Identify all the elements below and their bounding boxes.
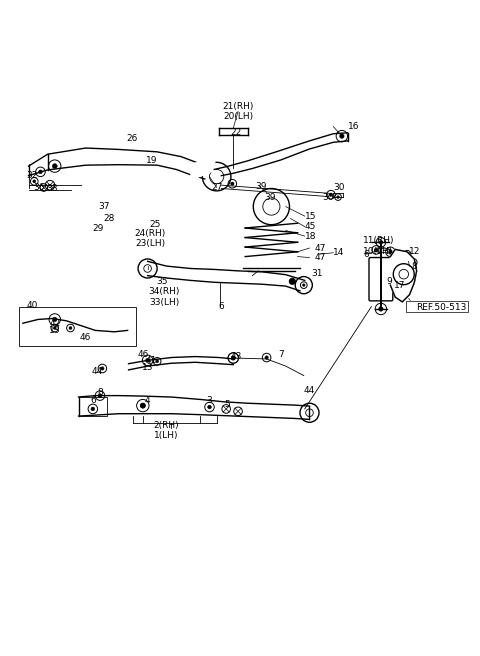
Text: 21(RH)
20(LH): 21(RH) 20(LH) (222, 102, 254, 121)
Circle shape (339, 134, 344, 138)
Circle shape (289, 279, 295, 284)
Circle shape (142, 405, 144, 407)
Text: 34(RH)
33(LH): 34(RH) 33(LH) (149, 287, 180, 307)
Text: 18: 18 (305, 232, 316, 241)
Text: 29: 29 (92, 224, 103, 232)
Text: 31: 31 (311, 269, 323, 277)
Text: 8: 8 (97, 388, 103, 397)
Text: 42: 42 (49, 319, 60, 328)
Text: 45: 45 (305, 222, 316, 231)
Circle shape (302, 284, 305, 287)
Text: 14: 14 (333, 248, 345, 257)
Circle shape (230, 182, 234, 186)
Text: REF.50-513: REF.50-513 (417, 303, 467, 312)
Polygon shape (390, 249, 417, 302)
Text: 22: 22 (230, 129, 241, 137)
Text: 44: 44 (92, 367, 103, 377)
Text: 46: 46 (79, 333, 90, 342)
Text: 13: 13 (49, 326, 60, 335)
Circle shape (69, 327, 72, 329)
Text: 41: 41 (146, 356, 157, 365)
Text: 8: 8 (411, 262, 417, 271)
Circle shape (98, 394, 102, 398)
Text: 4: 4 (145, 396, 150, 405)
Bar (19, 306, 136, 346)
Text: 39: 39 (264, 193, 276, 201)
Circle shape (145, 358, 150, 363)
Text: 38: 38 (47, 184, 58, 193)
Text: 30: 30 (323, 193, 334, 201)
Text: 17: 17 (394, 281, 406, 290)
Text: 44: 44 (304, 386, 315, 396)
Text: 7: 7 (278, 350, 284, 359)
Circle shape (379, 240, 383, 244)
Text: 27: 27 (211, 183, 222, 192)
Text: 3: 3 (206, 396, 212, 405)
Text: 36: 36 (33, 183, 45, 192)
Circle shape (101, 367, 104, 370)
Circle shape (231, 356, 235, 360)
Text: 32: 32 (27, 171, 38, 180)
Bar (79, 397, 107, 416)
Text: 26: 26 (127, 134, 138, 143)
Text: 24(RH)
23(LH): 24(RH) 23(LH) (134, 229, 166, 248)
Text: 13: 13 (142, 363, 153, 371)
Text: 40: 40 (27, 300, 38, 310)
Text: 19: 19 (145, 156, 157, 165)
Circle shape (91, 407, 95, 411)
Text: 6: 6 (218, 302, 224, 311)
Text: 28: 28 (103, 214, 114, 223)
Circle shape (412, 261, 415, 264)
Text: 5: 5 (225, 400, 230, 409)
Text: 15: 15 (305, 212, 316, 220)
Text: 9: 9 (386, 277, 392, 286)
Text: 11(RH)
10(LH): 11(RH) 10(LH) (363, 236, 394, 256)
Text: 25: 25 (149, 220, 160, 229)
Text: 30: 30 (333, 183, 345, 192)
Text: 43: 43 (231, 352, 242, 361)
Circle shape (406, 253, 408, 256)
Circle shape (379, 306, 383, 311)
Circle shape (53, 327, 56, 329)
Text: 39: 39 (255, 182, 267, 191)
Circle shape (207, 405, 211, 409)
Circle shape (329, 193, 333, 196)
Circle shape (52, 317, 57, 321)
Text: 35: 35 (156, 277, 168, 286)
Circle shape (231, 356, 235, 360)
Text: 37: 37 (98, 202, 109, 211)
Circle shape (33, 180, 36, 183)
Circle shape (140, 403, 145, 408)
Text: 47: 47 (314, 243, 325, 253)
Text: 6: 6 (364, 250, 370, 258)
Circle shape (52, 163, 57, 169)
Circle shape (38, 170, 42, 174)
Text: 16: 16 (348, 122, 359, 131)
Text: 47: 47 (314, 253, 325, 262)
Circle shape (265, 356, 268, 359)
Text: 12: 12 (408, 247, 420, 256)
Circle shape (388, 250, 392, 254)
Text: 6: 6 (90, 396, 96, 405)
Text: 46: 46 (137, 350, 148, 359)
Circle shape (374, 248, 378, 252)
Circle shape (156, 359, 159, 363)
Text: 2(RH)
1(LH): 2(RH) 1(LH) (154, 420, 180, 440)
Circle shape (336, 195, 339, 198)
